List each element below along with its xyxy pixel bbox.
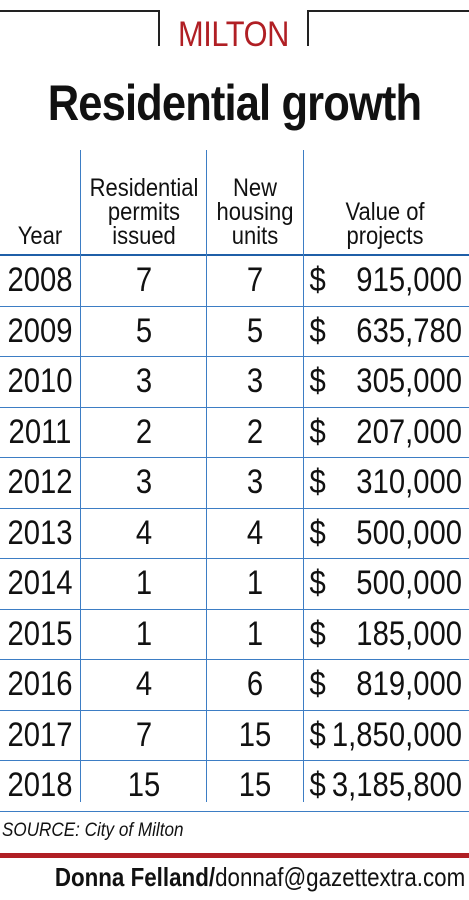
header-units: New housing units — [216, 174, 294, 250]
cell-value: 207,000 — [356, 412, 462, 451]
cell-units: 15 — [238, 766, 272, 804]
cell-currency: $ — [309, 564, 326, 602]
cell-year: 2015 — [7, 614, 73, 653]
column-divider — [80, 150, 81, 802]
cell-year: 2012 — [7, 463, 73, 501]
cell-value: 819,000 — [356, 665, 462, 703]
cell-value: 305,000 — [356, 362, 462, 400]
cell-value: 310,000 — [356, 463, 462, 501]
cell-units: 5 — [246, 311, 264, 350]
footer-rule — [0, 853, 469, 858]
cell-units: 6 — [246, 665, 264, 703]
table-row: 2009 5 5 $635,780 — [0, 307, 469, 357]
cell-value: 185,000 — [356, 614, 462, 653]
table-row: 2016 4 6 $819,000 — [0, 660, 469, 711]
cell-permits: 1 — [135, 564, 153, 602]
table-row: 2010 3 3 $305,000 — [0, 357, 469, 408]
cell-value: 635,780 — [356, 311, 462, 350]
header-year: Year — [17, 222, 63, 250]
headline: Residential growth — [47, 75, 422, 131]
column-divider — [303, 150, 304, 802]
table-row: 2015 1 1 $185,000 — [0, 610, 469, 660]
cell-permits: 15 — [127, 766, 161, 804]
cell-year: 2017 — [7, 715, 73, 754]
cell-permits: 7 — [135, 715, 153, 754]
cell-value: 3,185,800 — [331, 766, 462, 804]
kicker-bracket-left — [0, 10, 160, 46]
cell-currency: $ — [309, 766, 326, 804]
table-row: 2011 2 2 $207,000 — [0, 408, 469, 458]
cell-value: 1,850,000 — [331, 715, 462, 754]
cell-permits: 4 — [135, 665, 153, 703]
cell-value: 500,000 — [356, 513, 462, 552]
table-row: 2012 3 3 $310,000 — [0, 458, 469, 509]
table-body: 2008 7 7 $915,000 2009 5 5 $635,780 2010 3 3 $305,0… — [0, 256, 469, 812]
table-header-row: Year Residential permits issued New hous… — [0, 150, 469, 256]
table-row: 2018 15 15 $3,185,800 — [0, 761, 469, 812]
cell-units: 15 — [238, 715, 272, 754]
cell-permits: 2 — [135, 412, 153, 451]
cell-currency: $ — [309, 513, 326, 552]
cell-year: 2014 — [7, 564, 73, 602]
cell-year: 2011 — [8, 412, 72, 451]
cell-permits: 3 — [135, 362, 153, 400]
cell-currency: $ — [309, 261, 326, 299]
header-value: Value of projects — [345, 198, 425, 250]
cell-year: 2018 — [7, 766, 73, 804]
cell-units: 4 — [246, 513, 264, 552]
credit-line: Donna Felland/donnaf@gazettextra.com — [55, 862, 465, 893]
cell-currency: $ — [309, 412, 326, 451]
column-divider — [206, 150, 207, 802]
cell-permits: 1 — [135, 614, 153, 653]
table-row: 2008 7 7 $915,000 — [0, 256, 469, 307]
cell-permits: 3 — [135, 463, 153, 501]
cell-year: 2013 — [7, 513, 73, 552]
cell-units: 3 — [246, 463, 264, 501]
source-note: SOURCE: City of Milton — [2, 820, 184, 841]
credit-name: Donna Felland/ — [54, 862, 215, 892]
cell-year: 2010 — [7, 362, 73, 400]
header-permits: Residential permits issued — [89, 174, 199, 250]
cell-permits: 4 — [135, 513, 153, 552]
cell-permits: 5 — [135, 311, 153, 350]
cell-units: 1 — [246, 614, 264, 653]
cell-currency: $ — [309, 362, 326, 400]
cell-currency: $ — [309, 614, 326, 653]
cell-units: 7 — [246, 261, 264, 299]
kicker-bracket-right — [307, 10, 469, 46]
cell-currency: $ — [309, 665, 326, 703]
cell-currency: $ — [309, 463, 326, 501]
cell-units: 1 — [246, 564, 264, 602]
growth-table: Year Residential permits issued New hous… — [0, 150, 469, 812]
cell-permits: 7 — [135, 261, 153, 299]
credit-email: donnaf@gazettextra.com — [214, 862, 465, 892]
cell-units: 3 — [246, 362, 264, 400]
cell-units: 2 — [246, 412, 264, 451]
cell-year: 2009 — [7, 311, 73, 350]
cell-currency: $ — [309, 311, 326, 350]
kicker-label: MILTON — [178, 15, 289, 54]
cell-value: 500,000 — [356, 564, 462, 602]
table-row: 2013 4 4 $500,000 — [0, 509, 469, 559]
table-row: 2014 1 1 $500,000 — [0, 559, 469, 610]
cell-year: 2008 — [7, 261, 73, 299]
cell-year: 2016 — [7, 665, 73, 703]
cell-currency: $ — [309, 715, 326, 754]
cell-value: 915,000 — [356, 261, 462, 299]
table-row: 2017 7 15 $1,850,000 — [0, 711, 469, 761]
